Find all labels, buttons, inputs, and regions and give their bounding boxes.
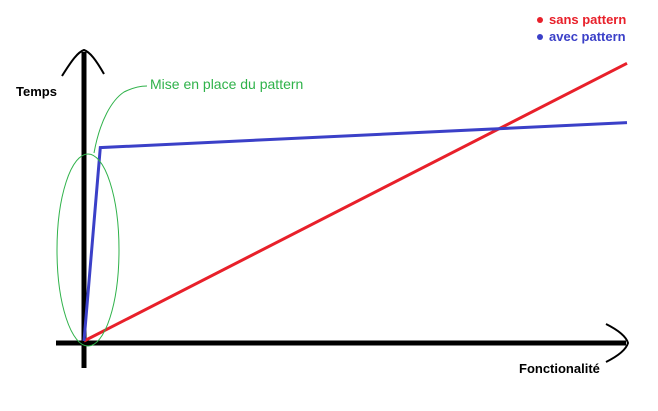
annotation-ellipse — [56, 153, 120, 347]
series-line-avec-pattern — [82, 121, 628, 342]
y-axis-label: Temps — [16, 84, 57, 99]
y-axis-arrowhead — [61, 48, 105, 77]
annotation-label: Mise en place du pattern — [150, 76, 303, 92]
annotation: Mise en place du pattern — [56, 76, 303, 347]
series-layer — [82, 61, 628, 343]
legend-label-avec-pattern: avec pattern — [549, 29, 626, 44]
x-axis-label: Fonctionalité — [519, 361, 600, 376]
x-axis-arrowhead — [605, 323, 630, 363]
legend-marker-sans-pattern — [537, 17, 543, 23]
axes — [56, 48, 630, 368]
annotation-leader — [93, 85, 148, 154]
series-line-sans-pattern — [83, 61, 628, 343]
legend-marker-avec-pattern — [537, 34, 543, 40]
legend: sans pattern avec pattern — [537, 12, 626, 44]
legend-label-sans-pattern: sans pattern — [549, 12, 626, 27]
